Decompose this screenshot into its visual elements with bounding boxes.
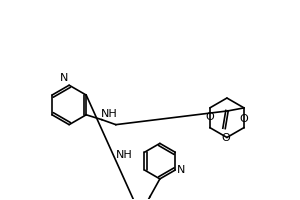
Text: O: O: [240, 114, 248, 124]
Text: N: N: [177, 165, 186, 175]
Text: N: N: [60, 73, 68, 83]
Text: NH: NH: [116, 150, 133, 160]
Text: O: O: [221, 133, 230, 143]
Text: O: O: [206, 112, 214, 122]
Text: NH: NH: [100, 109, 117, 119]
